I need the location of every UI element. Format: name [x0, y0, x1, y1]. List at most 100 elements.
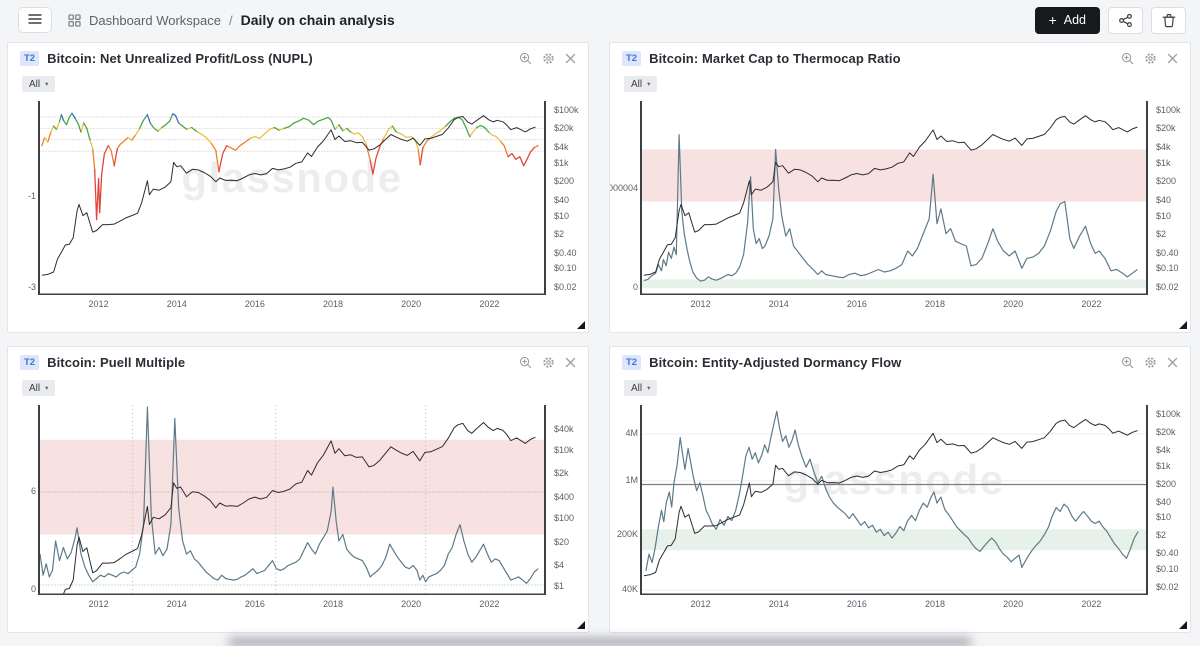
- close-icon[interactable]: [565, 357, 576, 368]
- resize-handle[interactable]: [577, 621, 585, 629]
- axis-tick-label: 2016: [244, 599, 265, 609]
- zoom-icon[interactable]: [1121, 356, 1134, 369]
- zoom-icon[interactable]: [519, 52, 532, 65]
- axis-tick-label: $200: [554, 176, 575, 187]
- breadcrumb-workspace[interactable]: Dashboard Workspace: [89, 12, 221, 28]
- axis-tick-label: 2016: [846, 299, 867, 309]
- axis-tick-label: 0: [632, 282, 638, 293]
- delete-button[interactable]: [1151, 6, 1186, 34]
- settings-gear-icon[interactable]: [542, 52, 555, 65]
- time-range-selector[interactable]: All ▾: [624, 76, 658, 92]
- axis-tick-label: 200K: [616, 529, 638, 540]
- settings-gear-icon[interactable]: [1144, 52, 1157, 65]
- chevron-down-icon: ▾: [45, 385, 49, 392]
- menu-icon: [28, 13, 42, 28]
- axis-tick-label: $0.02: [554, 281, 577, 292]
- chevron-down-icon: ▾: [647, 385, 651, 392]
- tier-badge: T2: [622, 51, 642, 66]
- axis-tick-label: $10: [554, 210, 570, 221]
- axis-tick-label: 2016: [244, 299, 265, 309]
- share-icon: [1118, 13, 1133, 28]
- settings-gear-icon[interactable]: [1144, 356, 1157, 369]
- menu-button[interactable]: [18, 7, 52, 33]
- axis-tick-label: 6: [30, 486, 36, 496]
- range-label: All: [631, 78, 643, 90]
- panel-toolbar: [1121, 52, 1178, 65]
- axis-tick-label: $0.02: [1156, 281, 1179, 292]
- axis-tick-label: 2020: [401, 299, 422, 309]
- chart-canvas[interactable]: glassnode 60$40k$10k$2k$400$100$20$4$120…: [8, 405, 588, 617]
- axis-tick-label: -1: [27, 190, 36, 201]
- axis-tick-label: 2012: [690, 299, 711, 309]
- axis-tick-label: $1k: [1156, 157, 1171, 168]
- axis-tick-label: $10: [1156, 512, 1172, 523]
- resize-handle[interactable]: [1179, 321, 1187, 329]
- axis-tick-label: $4k: [554, 141, 569, 152]
- axis-tick-label: $40: [1156, 496, 1172, 507]
- axis-tick-label: 2022: [479, 599, 500, 609]
- axis-tick-label: $4k: [1156, 141, 1171, 152]
- axis-tick-label: 2022: [1081, 599, 1102, 609]
- plus-icon: +: [1048, 12, 1057, 28]
- tier-badge: T2: [20, 51, 40, 66]
- axis-tick-label: 2018: [323, 599, 344, 609]
- axis-tick-label: $0.40: [1156, 247, 1179, 258]
- axis-tick-label: 2020: [1003, 599, 1024, 609]
- axis-tick-label: 2012: [88, 599, 109, 609]
- chart-panel-thermocap: T2 Bitcoin: Market Cap to Thermocap Rati…: [609, 42, 1191, 333]
- top-toolbar: Dashboard Workspace / Daily on chain ana…: [0, 0, 1200, 38]
- chevron-down-icon: ▾: [45, 81, 49, 88]
- axis-tick-label: $0.40: [554, 247, 577, 258]
- axis-tick-label: 1M: [625, 474, 638, 485]
- chart-title: Bitcoin: Market Cap to Thermocap Ratio: [649, 51, 901, 66]
- axis-tick-label: $4k: [1156, 444, 1171, 455]
- zoom-icon[interactable]: [519, 356, 532, 369]
- time-range-selector[interactable]: All ▾: [624, 380, 658, 396]
- chart-canvas[interactable]: glassnode 4M 1M 200K 40K $100k $20k $4k $1k $200…: [610, 405, 1190, 617]
- time-range-selector[interactable]: All ▾: [22, 380, 56, 396]
- chart-title: Bitcoin: Entity-Adjusted Dormancy Flow: [649, 355, 902, 370]
- close-icon[interactable]: [1167, 53, 1178, 64]
- axis-tick-label: $20k: [1156, 426, 1176, 437]
- chart-plot: [38, 101, 546, 295]
- axis-tick-label: 2018: [925, 599, 946, 609]
- axis-tick-label: $1k: [554, 157, 569, 168]
- zoom-icon[interactable]: [1121, 52, 1134, 65]
- axis-tick-label: $2k: [554, 468, 569, 479]
- axis-tick-label: $100k: [1156, 104, 1181, 115]
- axis-tick-label: 2016: [846, 599, 867, 609]
- trash-icon: [1162, 13, 1176, 28]
- tier-badge: T2: [20, 355, 40, 370]
- dashboard-grid: T2 Bitcoin: Net Unrealized Profit/Loss (…: [0, 38, 1200, 633]
- axis-tick-label: $2: [554, 229, 565, 240]
- close-icon[interactable]: [1167, 357, 1178, 368]
- resize-handle[interactable]: [577, 321, 585, 329]
- axis-tick-label: $100: [554, 512, 575, 523]
- axis-tick-label: $1: [554, 580, 565, 591]
- add-button[interactable]: + Add: [1034, 6, 1100, 34]
- breadcrumb: Dashboard Workspace / Daily on chain ana…: [68, 12, 395, 28]
- resize-handle[interactable]: [1179, 621, 1187, 629]
- share-button[interactable]: [1108, 6, 1143, 34]
- panel-header: T2 Bitcoin: Net Unrealized Profit/Loss (…: [8, 43, 588, 66]
- settings-gear-icon[interactable]: [542, 356, 555, 369]
- axis-tick-label: -3: [27, 282, 36, 293]
- chart-canvas[interactable]: glassnode 0.0000040$100k$20k$4k$1k$200$4…: [610, 101, 1190, 317]
- chart-canvas[interactable]: glassnode -1 -3 $100k $20k $4k $1k $200 $40 $10 $…: [8, 101, 588, 317]
- axis-tick-label: $400: [554, 492, 575, 503]
- axis-tick-label: 0: [30, 583, 36, 594]
- chevron-down-icon: ▾: [647, 81, 651, 88]
- axis-tick-label: $40: [554, 194, 570, 205]
- next-row-shadow: [228, 638, 972, 646]
- chart-panel-dormancy: T2 Bitcoin: Entity-Adjusted Dormancy Flo…: [609, 346, 1191, 633]
- chart-panel-puell: T2 Bitcoin: Puell Multiple All ▾ glassno…: [7, 346, 589, 633]
- axis-tick-label: $1k: [1156, 460, 1171, 471]
- chart-plot: [38, 405, 546, 595]
- time-range-selector[interactable]: All ▾: [22, 76, 56, 92]
- breadcrumb-separator: /: [229, 12, 233, 28]
- axis-tick-label: $40k: [554, 423, 574, 434]
- axis-tick-label: 2012: [690, 599, 711, 609]
- axis-tick-label: $4: [554, 560, 565, 571]
- close-icon[interactable]: [565, 53, 576, 64]
- axis-tick-label: $2: [1156, 530, 1167, 541]
